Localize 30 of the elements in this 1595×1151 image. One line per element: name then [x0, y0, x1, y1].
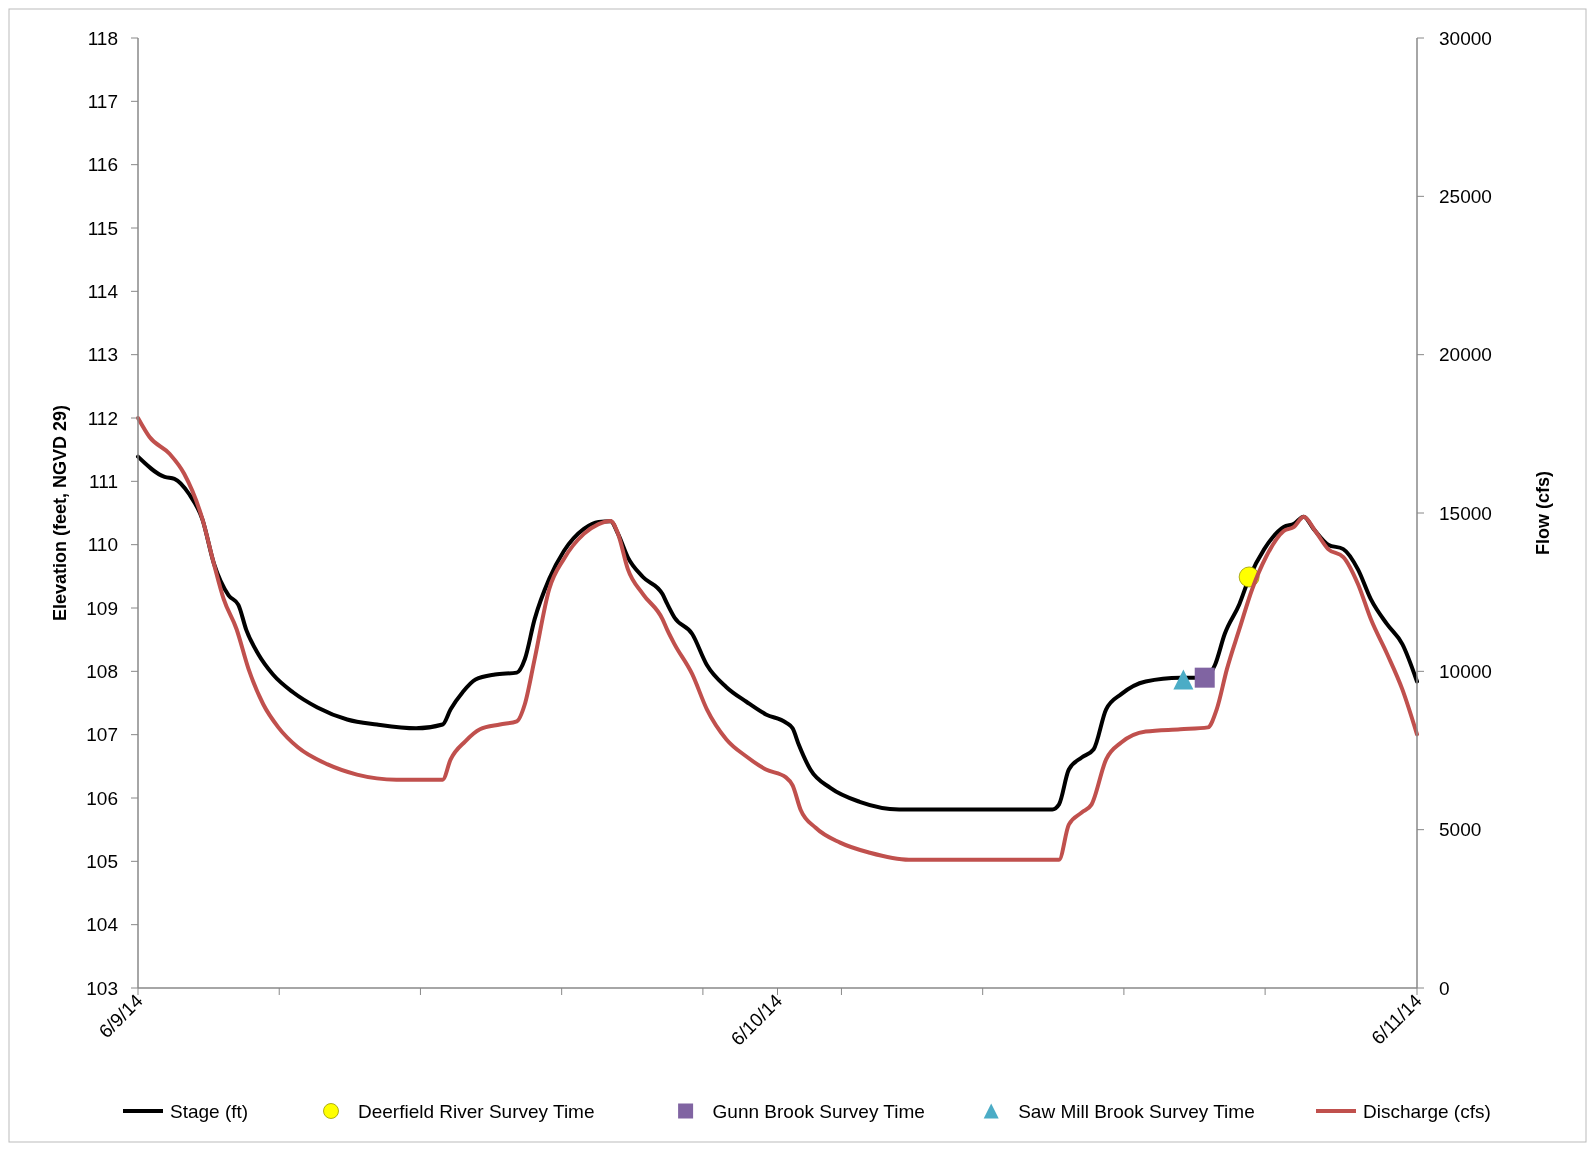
y-tick-label: 116	[87, 154, 118, 176]
y-tick-label: 117	[87, 90, 118, 112]
legend-label: Stage (ft)	[170, 1100, 249, 1122]
y2-tick-label: 25000	[1439, 185, 1492, 207]
y-tick-label: 104	[86, 914, 119, 936]
y-tick-label: 112	[87, 407, 118, 429]
legend-label: Gunn Brook Survey Time	[712, 1100, 925, 1122]
y-tick-label: 109	[86, 597, 118, 619]
y-tick-label: 110	[87, 534, 118, 556]
y2-tick-label: 10000	[1439, 660, 1492, 682]
y-tick-label: 111	[89, 470, 118, 492]
y-tick-label: 113	[87, 344, 118, 366]
y2-tick-label: 20000	[1439, 344, 1492, 366]
y-tick-label: 108	[86, 660, 118, 682]
y2-tick-label: 15000	[1439, 502, 1492, 524]
y-tick-label: 114	[87, 280, 119, 302]
y2-axis-title: Flow (cfs)	[1533, 471, 1553, 555]
y-tick-label: 105	[86, 850, 118, 872]
y-tick-label: 106	[86, 787, 118, 809]
y-tick-label: 118	[87, 27, 118, 49]
y-tick-label: 115	[87, 217, 118, 239]
legend-label: Deerfield River Survey Time	[358, 1100, 595, 1122]
y-tick-label: 107	[86, 724, 118, 746]
y-tick-label: 103	[86, 977, 118, 999]
legend-label: Saw Mill Brook Survey Time	[1018, 1100, 1255, 1122]
y2-tick-label: 5000	[1439, 819, 1482, 841]
legend-label: Discharge (cfs)	[1363, 1100, 1491, 1122]
y2-tick-label: 30000	[1439, 27, 1492, 49]
y2-tick-label: 0	[1439, 977, 1450, 999]
y-axis-title: Elevation (feet, NGVD 29)	[50, 404, 70, 622]
